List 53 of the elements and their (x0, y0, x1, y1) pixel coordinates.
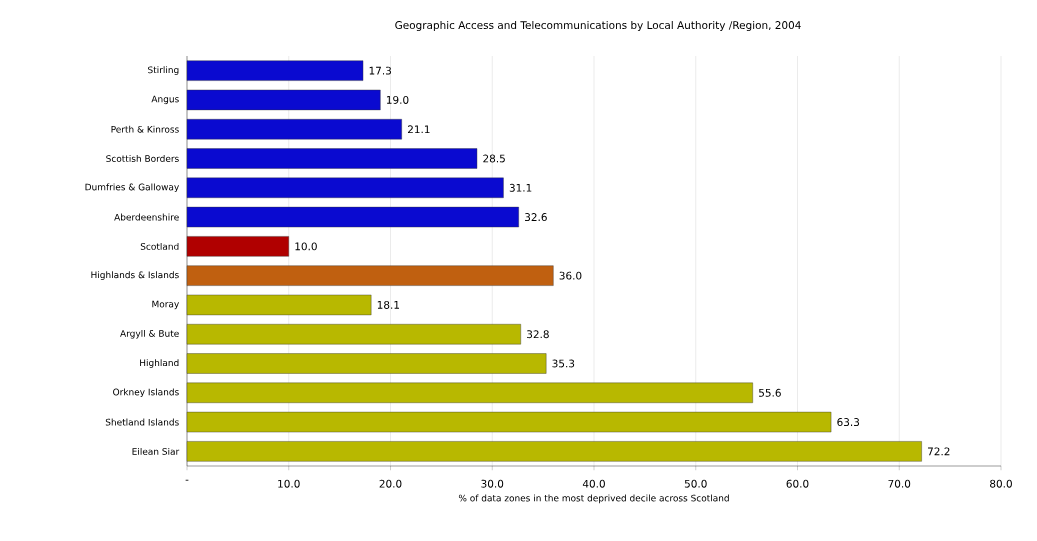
data-label: 10.0 (295, 242, 317, 251)
x-tick-label: 20.0 (379, 479, 402, 488)
bar (186, 236, 289, 257)
data-label: 21.1 (407, 125, 430, 134)
bar (186, 382, 753, 403)
bar (186, 177, 504, 198)
y-tick-label: Stirling (148, 66, 179, 75)
bar (186, 353, 547, 374)
data-label: 35.3 (552, 359, 575, 368)
x-tick-label: 30.0 (481, 479, 504, 488)
y-tick-label: Shetland Islands (105, 418, 179, 426)
bar (186, 294, 372, 316)
y-tick-label: Dumfries & Galloway (85, 183, 179, 193)
bar (186, 441, 922, 462)
y-tick-label: Eilean Siar (132, 447, 180, 455)
y-tick-label: Angus (151, 95, 179, 105)
data-label: 32.8 (527, 330, 549, 339)
x-tick-label: 10.0 (278, 479, 300, 488)
x-tick-label: - (185, 479, 189, 481)
bar (186, 60, 364, 81)
x-tick-label: 40.0 (582, 479, 605, 488)
y-tick-label: Argyll & Bute (120, 329, 179, 339)
data-label: 17.3 (369, 66, 391, 75)
x-tick-label: 80.0 (990, 479, 1012, 488)
y-tick-label: Moray (152, 300, 179, 310)
bar (186, 411, 832, 433)
x-tick-label: 70.0 (888, 479, 911, 488)
y-tick-label: Scotland (140, 242, 179, 250)
y-tick-label: Perth & Kinross (111, 125, 179, 133)
y-tick-label: Orkney Islands (113, 388, 179, 398)
data-label: 31.1 (509, 183, 532, 192)
bar (186, 265, 554, 286)
data-label: 19.0 (386, 95, 409, 104)
bar (186, 206, 519, 228)
data-label: 18.1 (377, 300, 400, 309)
bar (186, 119, 402, 140)
x-tick-label: 60.0 (786, 479, 809, 488)
x-tick-label: 50.0 (684, 479, 707, 488)
bar (186, 148, 478, 169)
data-label: 55.6 (759, 388, 781, 397)
y-tick-label: Scottish Borders (106, 155, 179, 162)
bar (186, 89, 381, 111)
chart-title: Geographic Access and Telecommunications by Local Authority /Region, 2004 (395, 20, 801, 32)
bar (186, 324, 521, 345)
data-label: 28.5 (483, 154, 505, 163)
data-label: 72.2 (928, 447, 950, 456)
y-tick-label: Highland (140, 359, 179, 368)
y-tick-label: Highlands & Islands (91, 271, 179, 280)
data-label: 63.3 (837, 418, 860, 427)
data-label: 36.0 (559, 271, 582, 280)
y-tick-label: Aberdeenshire (114, 213, 179, 221)
x-axis-title: % of data zones in the most deprived decile across Scotland (458, 494, 729, 504)
data-label: 32.6 (525, 213, 547, 222)
